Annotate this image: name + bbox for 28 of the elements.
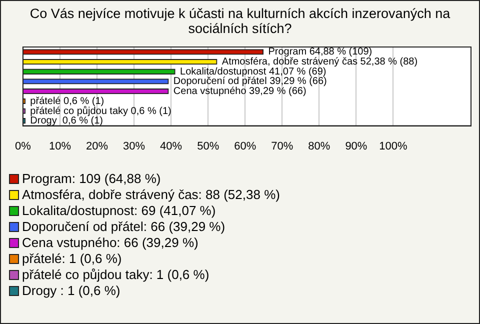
text: Drogy : 1 (0,6 %) — [22, 283, 120, 299]
chart-title: Co Vás nejvíce motivuje k účasti na kulturních akcích inzerovaných na sociálních sítích? — [28, 6, 452, 36]
data-label: Doporučení od přátel 39,29 % (66) — [173, 76, 327, 88]
x-tick-label: 30% — [123, 140, 146, 152]
data-label: Drogy 0,6 % (1) — [30, 116, 103, 127]
x-tick-label: 50% — [197, 140, 220, 152]
text: Atmosféra, dobře strávený čas: 88 (52,38 %) — [22, 187, 280, 203]
data-label: Cena vstupného 39,29 % (66) — [173, 86, 306, 98]
data-label: přátelé 0,6 % (1) — [30, 96, 104, 107]
text: Program: 109 (64,88 %) — [22, 171, 161, 187]
data-label: přátelé co půjdou taky 0,6 % (1) — [30, 104, 172, 117]
data-label: Lokalita/dostupnost 41,07 % (69) — [180, 66, 326, 78]
x-tick-label: 60% — [234, 140, 256, 152]
data-label: Program 64,88 % (109) — [268, 46, 372, 58]
x-tick-label: 100% — [379, 140, 408, 152]
text: přátelé: 1 (0,6 %) — [22, 251, 122, 267]
text: Lokalita/dostupnost: 69 (41,07 %) — [22, 203, 216, 219]
x-tick-label: 20% — [86, 140, 108, 152]
text: Cena vstupného: 66 (39,29 %) — [22, 235, 198, 251]
x-tick-label: 80% — [308, 140, 330, 152]
text: Doporučení od přátel: 66 (39,29 %) — [22, 219, 226, 235]
text: přátelé co půjdou taky: 1 (0,6 %) — [22, 267, 210, 283]
x-tick-label: 90% — [345, 140, 368, 152]
x-tick-label: 0% — [14, 140, 32, 152]
x-tick-label: 10% — [48, 140, 72, 152]
x-tick-label: 40% — [160, 140, 182, 152]
data-label: Atmosféra, dobře strávený čas 52,38 % (88) — [222, 56, 418, 68]
x-tick-label: 70% — [271, 140, 294, 152]
